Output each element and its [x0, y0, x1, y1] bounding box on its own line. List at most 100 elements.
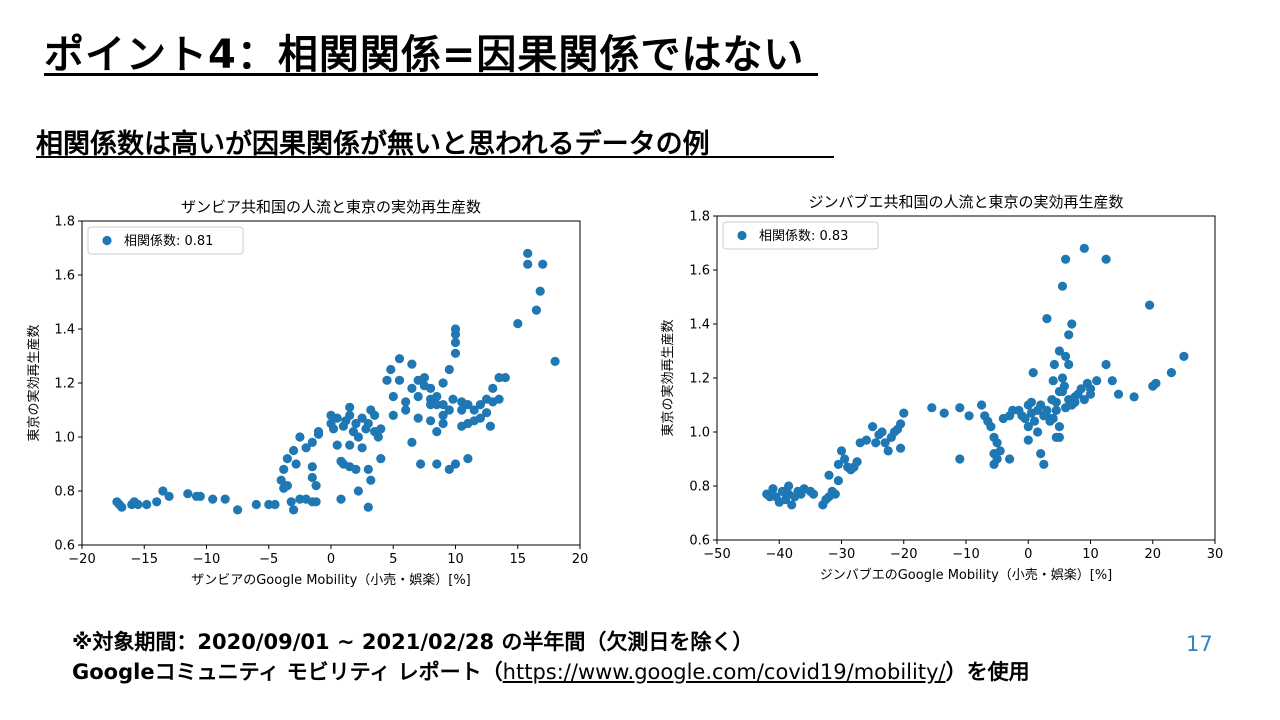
data-point [824, 470, 834, 480]
data-point [833, 459, 844, 469]
data-point [450, 459, 461, 469]
data-point [376, 424, 386, 434]
y-tick-label: 1.4 [689, 318, 710, 333]
data-point [401, 405, 411, 415]
zambia-scatter-chart: −20 −15 −10 −5 0 5 10 15 20 0.6 0.8 1.0 1.2 1.4 1.6 1.8… [26, 198, 588, 588]
title-underline [44, 73, 818, 76]
data-point [432, 427, 442, 437]
data-point [407, 359, 417, 369]
data-point [808, 489, 819, 499]
mobility-link[interactable]: https://www.google.com/covid19/mobility/ [502, 660, 946, 684]
data-point [1051, 397, 1061, 407]
data-point [1145, 300, 1155, 310]
data-point [488, 383, 498, 393]
y-tick-label: 1.4 [54, 323, 75, 338]
data-point [1061, 351, 1071, 361]
footer-period: ※対象期間：2020/09/01 ~ 2021/02/28 の半年間（欠測日を除… [72, 630, 754, 654]
data-point [457, 421, 467, 431]
data-point [432, 400, 442, 410]
data-point [1020, 413, 1030, 424]
data-point [251, 499, 261, 510]
footer-source: Googleコミュニティ モビリティ レポート（https://www.goog… [72, 657, 1030, 687]
data-point [1079, 395, 1089, 405]
data-point [852, 457, 862, 467]
y-tick-label: 0.8 [54, 485, 75, 500]
data-point [1079, 243, 1089, 253]
data-point [535, 286, 545, 296]
data-point [463, 454, 473, 464]
x-tick-label: 15 [509, 552, 526, 567]
data-point [432, 459, 442, 469]
data-point [1064, 359, 1074, 370]
data-point [523, 248, 533, 258]
x-tick-label: 0 [327, 552, 335, 567]
data-point [133, 499, 143, 510]
legend: 相関係数: 0.81 [87, 226, 244, 255]
zimbabwe-scatter-chart: −50 −40 −30 −20 −10 0 10 20 30 0.6 0.8 1.0 1.2 1.4 1.6… [660, 193, 1223, 583]
data-point [183, 489, 193, 499]
data-point [1129, 392, 1139, 402]
y-axis-label: 東京の実効再生産数 [26, 324, 42, 441]
data-point [307, 462, 317, 472]
legend-marker [737, 230, 747, 241]
data-point [419, 373, 429, 383]
slide-subtitle: 相関係数は高いが因果関係が無いと思われるデータの例 [36, 129, 710, 160]
data-point [457, 405, 467, 415]
legend: 相関係数: 0.83 [722, 221, 879, 250]
data-point [1151, 378, 1161, 388]
data-point [1054, 346, 1064, 356]
data-point [345, 402, 355, 412]
data-point [373, 432, 383, 442]
data-point [1036, 400, 1046, 410]
data-point [1085, 389, 1096, 399]
data-point [1045, 413, 1055, 424]
y-tick-label: 0.8 [689, 480, 710, 495]
data-point [1049, 359, 1059, 370]
data-point [313, 427, 324, 437]
data-point [413, 413, 423, 423]
data-point [416, 459, 426, 469]
data-point [351, 418, 361, 429]
data-point [880, 438, 890, 448]
data-point [550, 356, 560, 366]
y-axis-label: 東京の実効再生産数 [660, 319, 676, 436]
data-point [1067, 319, 1077, 329]
data-point [955, 454, 965, 464]
data-point [295, 432, 305, 442]
data-point [494, 394, 504, 404]
data-point [345, 410, 355, 420]
data-point [485, 421, 495, 431]
data-point [301, 443, 311, 453]
data-point [307, 472, 317, 483]
data-point [986, 422, 996, 432]
data-point [1076, 384, 1086, 394]
data-point [117, 502, 127, 512]
data-point [1092, 376, 1102, 386]
data-point [382, 375, 392, 385]
data-point [328, 424, 339, 434]
data-point [1042, 405, 1052, 415]
data-point [927, 403, 937, 413]
data-point [830, 489, 840, 499]
data-point [450, 348, 461, 358]
data-point [357, 443, 367, 453]
data-point [438, 410, 448, 420]
data-point [1061, 403, 1071, 413]
data-point [195, 491, 205, 501]
data-point [513, 319, 523, 329]
scatter-points [112, 248, 560, 515]
data-point [438, 378, 448, 388]
x-tick-label: −10 [952, 547, 979, 562]
data-point [896, 419, 906, 429]
data-point [500, 373, 510, 383]
data-point [868, 422, 878, 432]
data-point [394, 354, 405, 364]
data-point [1028, 368, 1038, 378]
data-point [992, 454, 1002, 464]
data-point [1042, 314, 1052, 324]
data-point [1057, 281, 1068, 291]
y-tick-label: 1.8 [689, 210, 710, 225]
data-point [448, 394, 458, 404]
data-point [995, 446, 1005, 456]
data-point [158, 486, 168, 496]
